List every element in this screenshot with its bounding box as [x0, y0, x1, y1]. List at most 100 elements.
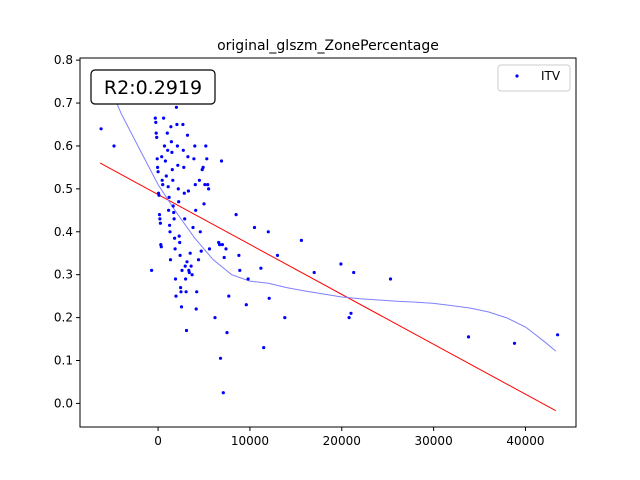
data-point [174, 105, 178, 109]
data-point [234, 213, 238, 217]
data-point [184, 328, 189, 333]
y-axis-ticks: 0.0 0.1 0.2 0.3 0.4 0.5 0.6 0.7 0.8 [54, 53, 80, 410]
y-tick-label: 0.6 [54, 139, 73, 153]
data-point [172, 210, 176, 215]
data-point [190, 273, 194, 277]
data-point [166, 148, 170, 152]
data-point [150, 268, 154, 272]
data-point [170, 150, 174, 154]
data-point [556, 333, 560, 337]
axes-frame [79, 57, 577, 428]
data-point [157, 193, 161, 197]
data-point [173, 277, 178, 281]
data-point [167, 208, 171, 212]
data-point [222, 255, 226, 260]
data-point [183, 264, 187, 268]
data-point [155, 135, 159, 139]
y-tick-label: 0.5 [54, 182, 73, 196]
x-tick-label: 0 [154, 434, 162, 448]
data-point [172, 217, 176, 221]
r2-annotation: R2:0.2919 [90, 69, 216, 105]
data-point [163, 159, 167, 163]
data-point [179, 286, 183, 290]
polynomial-fit-curve [114, 98, 557, 352]
data-point [197, 178, 201, 182]
data-point [162, 144, 167, 148]
data-point [206, 183, 210, 187]
data-point [218, 243, 222, 247]
data-point [185, 133, 190, 137]
data-point [207, 187, 211, 191]
data-point [246, 277, 250, 281]
data-point [512, 341, 517, 345]
data-point [166, 185, 170, 189]
data-point [164, 174, 168, 178]
data-point [388, 277, 393, 281]
data-point [275, 253, 280, 257]
x-tick-label: 10000 [231, 434, 269, 448]
legend-label-itv: ITV [541, 69, 561, 83]
data-point [266, 230, 270, 234]
data-point [312, 270, 316, 275]
data-point [156, 165, 160, 169]
data-point [299, 238, 303, 242]
data-point [349, 311, 353, 315]
data-point [262, 346, 266, 350]
data-point [158, 221, 162, 225]
data-point [201, 165, 205, 169]
legend-marker-itv [515, 74, 519, 78]
data-point [154, 131, 158, 135]
data-point [156, 170, 160, 174]
y-tick-label: 0.3 [54, 268, 73, 282]
data-point [178, 253, 182, 257]
series-lines [99, 98, 557, 412]
chart-title: original_glszm_ZonePercentage [217, 38, 439, 54]
data-point [252, 225, 257, 230]
data-point [177, 200, 181, 204]
data-point [171, 204, 175, 208]
data-point [204, 144, 208, 148]
data-point [224, 247, 228, 251]
data-point [219, 159, 224, 163]
data-point [244, 303, 248, 307]
data-point [176, 187, 180, 191]
data-point [205, 157, 209, 161]
data-point [220, 243, 224, 247]
x-tick-label: 30000 [415, 434, 453, 448]
data-point [159, 245, 163, 249]
data-point [187, 270, 191, 275]
data-point [186, 189, 190, 193]
data-point [237, 253, 241, 257]
data-point [188, 251, 192, 255]
data-point [175, 144, 179, 148]
x-tick-label: 40000 [506, 434, 544, 448]
data-point [182, 191, 186, 195]
data-point [181, 122, 185, 127]
r2-annotation-text: R2:0.2919 [104, 77, 202, 99]
data-point [227, 294, 231, 298]
data-point [193, 183, 197, 187]
data-point [178, 240, 182, 245]
data-point [99, 127, 103, 131]
data-point [154, 120, 158, 124]
data-point [196, 258, 201, 262]
data-point [168, 223, 172, 227]
x-tick-label: 20000 [323, 434, 361, 448]
data-point [186, 155, 190, 159]
data-point [153, 116, 157, 120]
r2-annotation-box [90, 69, 216, 105]
data-point [183, 217, 187, 221]
x-axis-ticks: 0 10000 20000 30000 40000 [154, 427, 545, 448]
data-point [179, 305, 184, 309]
data-point [184, 290, 188, 294]
data-point [203, 183, 207, 187]
data-point [193, 144, 197, 148]
linear-fit-line [99, 162, 557, 412]
y-tick-label: 0.0 [54, 396, 73, 410]
data-point [171, 178, 175, 182]
data-point [162, 116, 166, 120]
data-point [189, 264, 193, 268]
data-point [157, 213, 162, 217]
data-point [168, 230, 172, 234]
